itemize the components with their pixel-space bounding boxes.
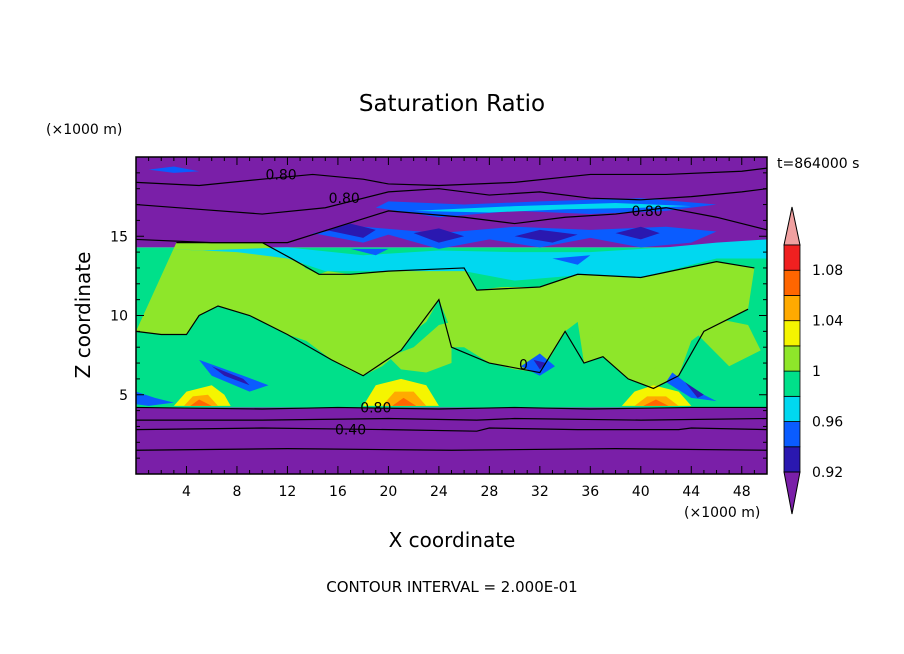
contour-line-2 <box>136 207 767 244</box>
x-tick-label: 24 <box>430 484 448 500</box>
colorbar-swatch <box>783 320 801 347</box>
cell-label-0: 0 <box>519 358 528 374</box>
colorbar-tick-label: 1.08 <box>812 263 843 279</box>
region-27 <box>413 202 692 213</box>
region-9 <box>684 382 704 398</box>
x-axis-ticks: 4 8 12 16 20 24 28 32 36 40 44 48 <box>148 157 755 500</box>
filled-contour-regions <box>136 166 767 406</box>
colorbar-tick-label: 0.96 <box>812 415 843 431</box>
region-8 <box>211 366 250 386</box>
colorbar-swatch <box>783 244 801 271</box>
x-tick-label: 4 <box>182 484 191 500</box>
region-21 <box>312 226 717 249</box>
x-tick-label: 32 <box>531 484 549 500</box>
colorbar-swatch <box>783 269 801 296</box>
region-3 <box>697 318 761 367</box>
colorbar-swatch <box>783 395 801 422</box>
contour-line-4 <box>136 417 767 421</box>
region-20 <box>136 239 767 281</box>
region-23 <box>413 228 465 243</box>
contour-labels: 0.80 0.80 0.80 0.80 0.40 0 <box>266 167 663 438</box>
region-25 <box>615 226 660 240</box>
contour-label-2: 0.80 <box>632 204 663 220</box>
y-tick-label: 15 <box>110 229 128 245</box>
colorbar-swatch <box>783 295 801 322</box>
x-tick-label: 40 <box>632 484 650 500</box>
region-7 <box>136 391 174 406</box>
colorbar-swatch <box>783 421 801 448</box>
region-10 <box>533 359 547 370</box>
contour-label-3: 0.80 <box>360 400 391 416</box>
y-unit-label: (×1000 m) <box>46 122 122 138</box>
colorbar-swatch <box>783 446 801 473</box>
contour-label-1: 0.80 <box>329 191 360 207</box>
region-0 <box>136 242 755 389</box>
contour-line-0 <box>136 167 767 187</box>
contour-label-0: 0.80 <box>266 167 297 183</box>
colorbar-tick-label: 1.04 <box>812 314 843 330</box>
contour-line-7 <box>176 241 755 291</box>
contour-line-3 <box>136 406 767 410</box>
region-17 <box>190 399 212 406</box>
region-29 <box>350 248 389 256</box>
y-tick-label: 10 <box>110 309 128 325</box>
colorbar-tick-label: 0.92 <box>812 465 843 481</box>
x-tick-label: 44 <box>682 484 700 500</box>
contour-label-5: 0.40 <box>335 423 366 439</box>
chart-title: Saturation Ratio <box>359 91 545 117</box>
contour-lines <box>136 167 767 451</box>
region-28 <box>148 166 200 173</box>
region-24 <box>514 229 578 243</box>
y-tick-label: 5 <box>119 388 128 404</box>
region-1 <box>388 321 452 373</box>
colorbar-top-triangle <box>783 206 801 246</box>
contour-line-8 <box>136 298 749 390</box>
band-0 <box>136 407 767 474</box>
x-tick-label: 12 <box>279 484 297 500</box>
y-axis-title: Z coordinate <box>71 252 95 379</box>
colorbar-swatch <box>783 370 801 397</box>
x-tick-label: 20 <box>379 484 397 500</box>
region-13 <box>621 385 692 406</box>
contour-line-5 <box>136 427 767 432</box>
region-19 <box>643 399 669 406</box>
region-30 <box>552 255 591 265</box>
colorbar-swatch <box>783 345 801 372</box>
x-tick-label: 36 <box>581 484 599 500</box>
contour-line-1 <box>136 188 767 215</box>
x-unit-label: (×1000 m) <box>684 505 760 521</box>
contour-interval-note: CONTOUR INTERVAL = 2.000E-01 <box>326 578 577 596</box>
region-18 <box>392 397 417 406</box>
region-2 <box>590 305 679 370</box>
colorbar-bottom-triangle <box>783 471 801 515</box>
region-14 <box>183 394 219 406</box>
time-label: t=864000 s <box>777 156 859 172</box>
contour-line-6 <box>136 448 767 451</box>
x-tick-label: 28 <box>480 484 498 500</box>
colorbar: 0.92 0.96 1 1.04 1.08 <box>783 206 843 515</box>
colorbar-tick-label: 1 <box>812 364 821 380</box>
y-axis-ticks: 5 10 15 <box>110 172 767 459</box>
x-axis-title: X coordinate <box>389 528 516 552</box>
x-tick-label: 48 <box>733 484 751 500</box>
x-tick-label: 8 <box>232 484 241 500</box>
plot-area: 0.80 0.80 0.80 0.80 0.40 0 <box>136 157 767 474</box>
x-tick-label: 16 <box>329 484 347 500</box>
